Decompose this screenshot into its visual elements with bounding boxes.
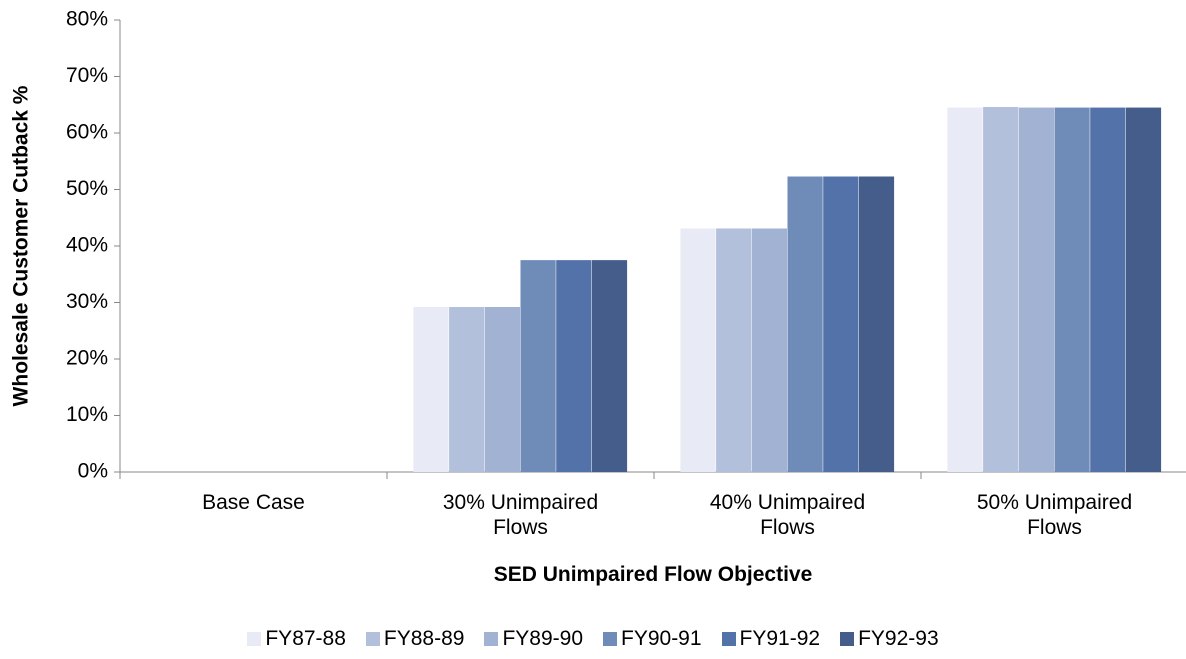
bar [413,307,449,472]
x-tick-label: 50% Unimpaired Flows [976,491,1133,539]
bar [1125,107,1162,472]
bar [680,228,716,472]
bar [1090,107,1126,472]
y-tick-label: 40% [66,234,108,257]
bar [484,307,520,472]
y-tick-label: 0% [78,460,108,483]
bar [787,176,823,472]
legend-item: FY88-89 [365,627,465,651]
bar [1018,107,1054,472]
y-tick-label: 70% [66,64,108,87]
bar [449,307,485,472]
bar [520,260,556,472]
y-tick-label: 80% [66,8,108,31]
y-tick-label: 30% [66,290,108,313]
x-tick-label: 40% Unimpaired Flows [709,491,866,539]
bar [1054,107,1090,472]
y-tick-label: 60% [66,121,108,144]
x-tick-label: Base Case [202,491,305,514]
y-tick-label: 10% [66,403,108,426]
legend: FY87-88 FY88-89 FY89-90 FY90-91 FY91-92 FY92-… [0,627,1186,651]
legend-item: FY90-91 [603,627,702,651]
legend-swatch [247,632,262,646]
legend-label: FY90-91 [621,627,702,650]
legend-swatch [840,632,855,646]
y-axis-title: Wholesale Customer Cutback % [10,85,33,406]
bar [858,176,895,472]
legend-item: FY92-93 [840,627,939,651]
bar [823,176,859,472]
legend-label: FY89-90 [502,627,583,650]
y-tick-label: 50% [66,177,108,200]
x-axis-title: SED Unimpaired Flow Objective [493,563,813,586]
legend-item: FY89-90 [484,627,583,651]
legend-item: FY91-92 [721,627,821,651]
bar [556,260,592,472]
legend-item: FY87-88 [247,627,346,651]
legend-label: FY92-93 [858,627,939,650]
bar [716,228,752,472]
legend-label: FY87-88 [265,627,346,650]
bar [591,260,628,472]
bar [983,107,1019,472]
legend-swatch [603,632,617,646]
legend-swatch [365,632,380,646]
legend-label: FY91-92 [739,627,821,650]
legend-swatch [721,632,736,646]
legend-label: FY88-89 [383,627,465,650]
x-tick-label: 30% Unimpaired Flows [442,491,599,539]
y-tick-label: 20% [66,347,108,370]
bar [751,228,787,472]
legend-swatch [484,632,499,646]
bar [947,107,983,472]
